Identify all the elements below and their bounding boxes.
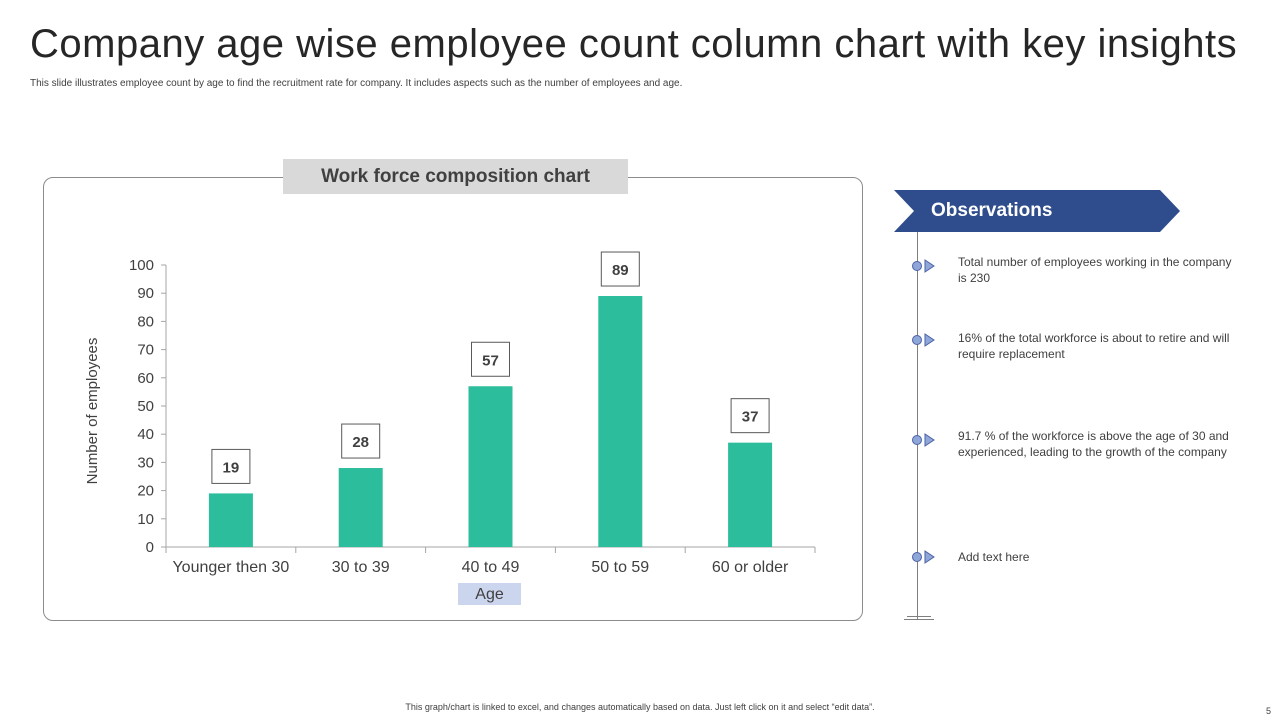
bar[interactable] — [598, 296, 643, 547]
timeline-marker-icon — [911, 332, 935, 348]
data-label: 57 — [482, 352, 499, 369]
data-label: 28 — [352, 434, 369, 451]
y-tick-label: 80 — [137, 313, 154, 330]
banner-arrow-shape — [894, 190, 1180, 232]
observation-item-1: Total number of employees working in the… — [958, 255, 1232, 285]
y-axis-label: Number of employees — [84, 338, 101, 485]
footer-note: This graph/chart is linked to excel, and… — [405, 702, 875, 712]
data-label: 37 — [742, 409, 759, 426]
bar[interactable] — [468, 386, 513, 547]
data-label: 89 — [612, 262, 629, 279]
data-label-box — [341, 423, 381, 459]
timeline-line — [917, 232, 918, 620]
x-tick-label: Younger then 30 — [172, 559, 289, 576]
data-label-box — [471, 341, 510, 377]
timeline-marker-icon — [911, 432, 935, 448]
x-axis-label-bg — [458, 583, 521, 605]
chart-title: Work force composition chart — [283, 159, 628, 194]
page-number: 5 — [1266, 706, 1272, 716]
bar[interactable] — [728, 442, 773, 547]
y-tick-label: 30 — [137, 454, 154, 471]
bar[interactable] — [208, 493, 253, 547]
data-label-box — [600, 251, 640, 287]
y-tick-label: 70 — [137, 342, 154, 359]
timeline-marker-icon — [911, 258, 935, 274]
y-tick-label: 20 — [137, 483, 154, 500]
x-axis-label: Age — [475, 586, 504, 603]
data-label: 19 — [223, 459, 240, 476]
x-tick-label: 30 to 39 — [332, 559, 390, 576]
y-tick-label: 60 — [137, 370, 154, 387]
slide-title: Company age wise employee count column c… — [30, 22, 1238, 66]
y-tick-label: 10 — [137, 511, 154, 528]
bar[interactable] — [338, 468, 383, 547]
y-tick-label: 40 — [137, 426, 154, 443]
x-tick-label: 40 to 49 — [462, 559, 520, 576]
y-tick-label: 90 — [137, 285, 154, 302]
slide-subtitle: This slide illustrates employee count by… — [30, 78, 683, 89]
timeline-base-inner — [907, 616, 931, 617]
x-tick-label: 50 to 59 — [591, 559, 649, 576]
y-tick-label: 50 — [137, 398, 154, 415]
observation-item-2: 16% of the total workforce is about to r… — [958, 331, 1230, 361]
observation-item-4: Add text here — [958, 550, 1030, 564]
data-label-box — [730, 398, 770, 434]
observation-item-3: 91.7 % of the workforce is above the age… — [958, 429, 1229, 459]
y-tick-label: 0 — [146, 539, 154, 556]
column-chart[interactable]: 0 10 20 30 40 50 60 70 80 90 100 Number of employee… — [0, 0, 870, 640]
y-tick-label: 100 — [129, 257, 154, 274]
observations-heading: Observations — [931, 200, 1053, 221]
x-tick-label: 60 or older — [712, 559, 789, 576]
observations-banner: Observations — [894, 190, 1184, 234]
data-label-box — [211, 448, 251, 484]
timeline-base — [904, 619, 934, 620]
timeline-marker-icon — [911, 549, 935, 565]
